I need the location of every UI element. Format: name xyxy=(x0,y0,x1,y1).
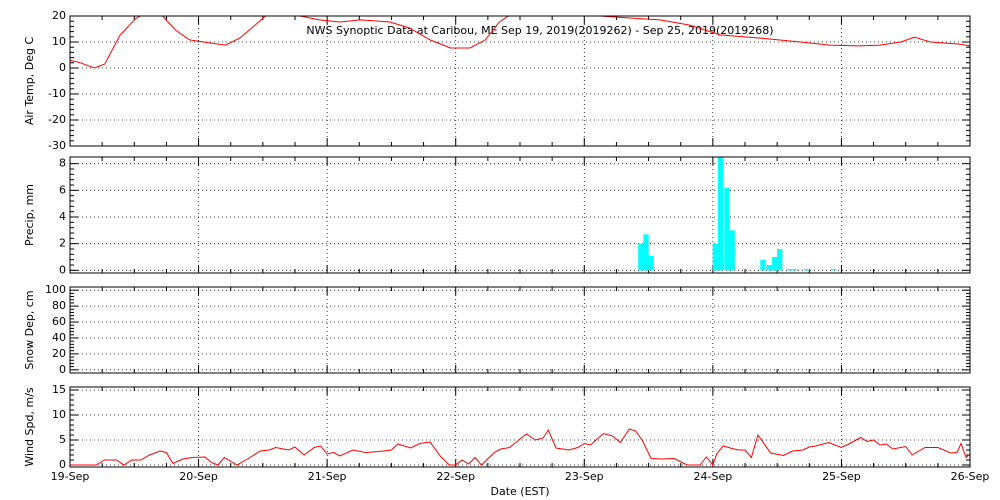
bar xyxy=(771,257,778,271)
bar xyxy=(643,234,649,271)
bar xyxy=(638,243,644,271)
y-tick-label: 0 xyxy=(59,263,66,276)
chart-title: NWS Synoptic Data at Caribou, ME Sep 19,… xyxy=(306,24,773,37)
y-tick-label: 4 xyxy=(59,210,66,223)
y-tick-label: 40 xyxy=(52,331,66,344)
y-axis-label: Precip, mm xyxy=(23,184,36,246)
bar xyxy=(766,265,773,271)
frame xyxy=(69,286,971,374)
y-tick-label: 10 xyxy=(52,35,66,48)
y-tick-label: 5 xyxy=(59,433,66,446)
y-tick-label: 0 xyxy=(59,363,66,376)
y-tick-label: 20 xyxy=(52,347,66,360)
x-tick-label: 24-Sep xyxy=(694,470,733,483)
y-tick-label: 10 xyxy=(52,408,66,421)
y-tick-label: 80 xyxy=(52,299,66,312)
x-axis-label: Date (EST) xyxy=(490,485,549,498)
y-tick-label: -30 xyxy=(48,139,66,152)
y-tick-label: 60 xyxy=(52,315,66,328)
y-tick-label: 2 xyxy=(59,237,66,250)
x-tick-label: 19-Sep xyxy=(51,470,90,483)
y-tick-label: 0 xyxy=(59,61,66,74)
y-tick-label: -20 xyxy=(48,113,66,126)
frame xyxy=(69,15,971,147)
y-axis-label: Snow Dep, cm xyxy=(23,290,36,369)
bar xyxy=(724,187,730,271)
y-tick-label: 0 xyxy=(59,458,66,471)
y-tick-label: 6 xyxy=(59,183,66,196)
bar xyxy=(712,243,719,271)
bar xyxy=(648,255,654,271)
bar xyxy=(787,269,793,271)
y-tick-label: -10 xyxy=(48,87,66,100)
y-axis-label: Wind Spd, m/s xyxy=(23,387,36,467)
data-line xyxy=(70,16,970,69)
x-tick-label: 23-Sep xyxy=(565,470,604,483)
plot-area xyxy=(70,16,970,69)
y-axis-label: Air Temp, Deg C xyxy=(23,37,36,126)
plot-area xyxy=(70,428,970,467)
frame xyxy=(69,386,971,468)
x-tick-label: 25-Sep xyxy=(822,470,861,483)
y-tick-label: 8 xyxy=(59,157,66,170)
y-tick-label: 100 xyxy=(45,283,66,296)
bar xyxy=(729,230,735,271)
x-tick-label: 22-Sep xyxy=(436,470,475,483)
bar xyxy=(804,269,810,271)
y-tick-label: 20 xyxy=(52,9,66,22)
bar xyxy=(831,269,837,271)
plot-area xyxy=(638,157,837,271)
bar xyxy=(717,157,724,271)
x-tick-label: 21-Sep xyxy=(308,470,347,483)
x-tick-label: 26-Sep xyxy=(951,470,990,483)
data-line xyxy=(70,428,970,467)
x-tick-label: 20-Sep xyxy=(179,470,218,483)
frame xyxy=(69,156,971,274)
y-tick-label: 15 xyxy=(52,383,66,396)
bar xyxy=(777,249,783,271)
bar xyxy=(760,259,766,271)
bar xyxy=(792,269,798,271)
